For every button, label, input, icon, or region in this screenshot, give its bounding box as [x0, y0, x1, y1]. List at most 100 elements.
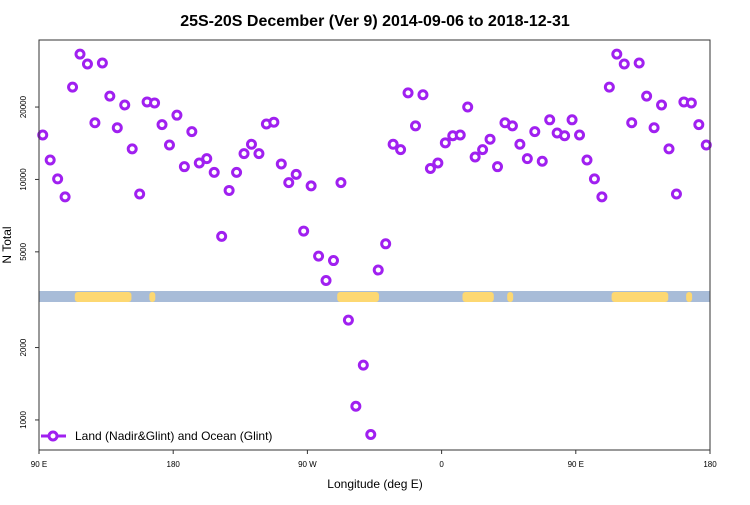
data-point	[380, 238, 392, 250]
data-point	[454, 129, 466, 141]
x-tick-label: 180	[167, 460, 181, 469]
x-tick-label: 90 E	[568, 460, 584, 469]
data-point	[313, 250, 325, 262]
data-point	[566, 114, 578, 126]
data-point	[298, 225, 310, 237]
data-point	[178, 161, 190, 173]
data-point	[126, 143, 138, 155]
data-point	[521, 153, 533, 165]
data-point	[134, 188, 146, 200]
legend-marker	[47, 430, 59, 442]
data-point	[290, 168, 302, 180]
data-points	[37, 48, 712, 440]
data-point	[544, 114, 556, 126]
data-point	[574, 129, 586, 141]
data-point	[700, 139, 712, 151]
data-point	[37, 129, 49, 141]
chart-title: 25S-20S December (Ver 9) 2014-09-06 to 2…	[180, 13, 570, 30]
data-point	[670, 188, 682, 200]
data-point	[44, 154, 56, 166]
data-point	[171, 109, 183, 121]
data-point	[119, 99, 131, 111]
data-point	[656, 99, 668, 111]
data-point	[469, 151, 481, 163]
x-axis: 90 E 180 90 W 0 90 E 180	[31, 450, 717, 469]
plot-frame	[38, 39, 711, 451]
data-point	[439, 137, 451, 149]
data-point	[52, 173, 64, 185]
data-point	[387, 138, 399, 150]
x-axis-label: Longitude (deg E)	[327, 477, 422, 491]
data-point	[201, 153, 213, 165]
y-tick-label: 1000	[19, 411, 28, 429]
data-point	[163, 139, 175, 151]
data-point	[588, 173, 600, 185]
data-point	[462, 101, 474, 113]
data-point	[410, 120, 422, 132]
x-tick-label: 0	[439, 460, 444, 469]
data-point	[81, 58, 93, 70]
data-point	[268, 116, 280, 128]
data-point	[432, 157, 444, 169]
land-region	[74, 292, 132, 302]
data-point	[223, 184, 235, 196]
data-point	[581, 154, 593, 166]
data-point	[111, 122, 123, 134]
data-point	[74, 48, 86, 60]
data-point	[305, 180, 317, 192]
land-region	[686, 292, 693, 302]
y-tick-label: 20000	[19, 95, 28, 118]
data-point	[641, 90, 653, 102]
data-point	[559, 130, 571, 142]
x-tick-label: 90 E	[31, 460, 47, 469]
legend: Land (Nadir&Glint) and Ocean (Glint)	[41, 429, 272, 443]
data-point	[685, 97, 697, 109]
data-point	[484, 133, 496, 145]
data-point	[618, 58, 630, 70]
data-point	[283, 177, 295, 189]
world-map-strip	[39, 291, 710, 302]
data-point	[149, 97, 161, 109]
y-tick-label: 5000	[19, 242, 28, 260]
data-point	[663, 143, 675, 155]
data-point	[417, 89, 429, 101]
data-point	[186, 126, 198, 138]
land-region	[462, 292, 494, 302]
data-point	[156, 119, 168, 131]
data-point	[342, 314, 354, 326]
data-point	[648, 122, 660, 134]
data-point	[350, 400, 362, 412]
y-tick-label: 2000	[19, 338, 28, 356]
data-point	[357, 359, 369, 371]
data-point	[596, 191, 608, 203]
data-point	[693, 119, 705, 131]
data-point	[275, 158, 287, 170]
data-point	[193, 157, 205, 169]
y-tick-label: 10000	[19, 168, 28, 191]
data-point	[238, 148, 250, 160]
data-point	[104, 90, 116, 102]
data-point	[536, 155, 548, 167]
data-point	[253, 148, 265, 160]
data-point	[208, 166, 220, 178]
data-point	[611, 48, 623, 60]
land-region	[337, 292, 379, 302]
land-region	[507, 292, 514, 302]
data-point	[320, 275, 332, 287]
data-point	[59, 191, 71, 203]
data-point	[514, 138, 526, 150]
data-point	[506, 120, 518, 132]
data-point	[424, 163, 436, 175]
data-point	[477, 144, 489, 156]
data-point	[603, 81, 615, 93]
data-point	[96, 57, 108, 69]
data-point	[245, 138, 257, 150]
data-point	[335, 177, 347, 189]
land-region	[149, 292, 156, 302]
y-axis: 1000 2000 5000 10000 20000	[19, 95, 39, 429]
x-tick-label: 90 W	[298, 460, 317, 469]
data-point	[327, 255, 339, 267]
legend-label: Land (Nadir&Glint) and Ocean (Glint)	[75, 429, 272, 443]
